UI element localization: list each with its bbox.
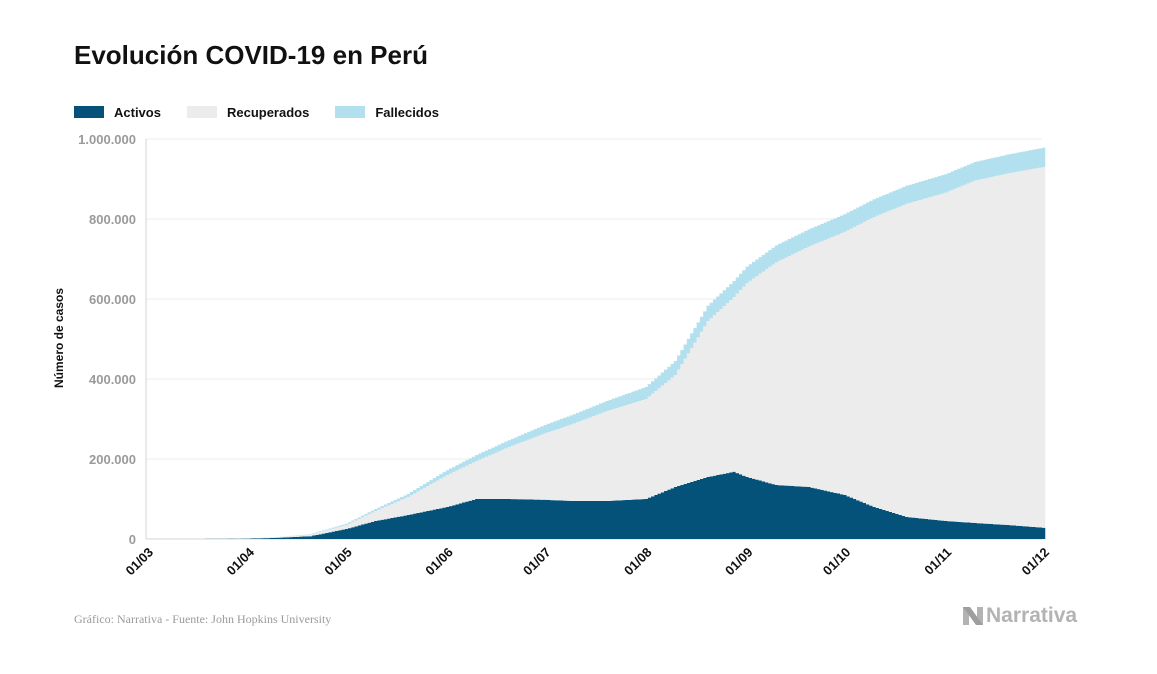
y-tick-label: 800.000 — [89, 212, 136, 227]
brand-name: Narrativa — [986, 604, 1078, 627]
legend-item-recuperados: Recuperados — [186, 104, 310, 120]
legend-item-fallecidos: Fallecidos — [335, 105, 439, 120]
legend: Activos Recuperados Fallecidos — [74, 103, 465, 121]
chart-title: Evolución COVID-19 en Perú — [74, 40, 428, 70]
x-tick-label: 01/05 — [321, 545, 355, 579]
narrativa-logo-icon — [963, 607, 983, 625]
legend-label-fallecidos: Fallecidos — [375, 104, 439, 120]
x-tick-label: 01/11 — [921, 545, 954, 578]
legend-swatch-fallecidos — [335, 106, 366, 118]
x-tick-label: 01/04 — [224, 544, 258, 578]
y-tick-label: 400.000 — [89, 372, 136, 387]
legend-label-recuperados: Recuperados — [226, 104, 310, 120]
area-activos — [162, 471, 1046, 539]
y-tick-label: 1.000.000 — [78, 132, 136, 147]
x-tick-label: 01/12 — [1019, 545, 1053, 579]
x-tick-label: 01/03 — [123, 545, 157, 579]
legend-swatch-activos — [74, 106, 104, 118]
source-note: Gráfico: Narrativa - Fuente: John Hopkin… — [74, 612, 332, 626]
area-recuperados — [162, 167, 1046, 539]
x-tick-label: 01/07 — [520, 545, 554, 579]
x-tick-label: 01/06 — [422, 545, 456, 579]
legend-item-activos: Activos — [74, 105, 161, 120]
y-axis-ticks: 0 200.000 400.000 600.000 800.000 1.000.000 — [78, 132, 136, 547]
area-fallecidos — [162, 147, 1046, 540]
x-tick-label: 01/10 — [820, 545, 854, 579]
brand-logo: Narrativa — [962, 604, 1077, 628]
x-axis-ticks: 01/03 01/04 01/05 01/06 01/07 01/08 01/09 01/10… — [123, 544, 1053, 578]
x-tick-label: 01/09 — [722, 545, 756, 579]
y-tick-label: 200.000 — [89, 452, 136, 467]
y-tick-label: 0 — [129, 532, 136, 547]
x-tick-label: 01/08 — [621, 545, 655, 579]
y-tick-label: 600.000 — [89, 292, 136, 307]
legend-swatch-recuperados — [186, 106, 217, 118]
area-series — [162, 147, 1046, 540]
legend-label-activos: Activos — [114, 104, 161, 120]
y-axis-label: Número de casos — [52, 288, 66, 388]
